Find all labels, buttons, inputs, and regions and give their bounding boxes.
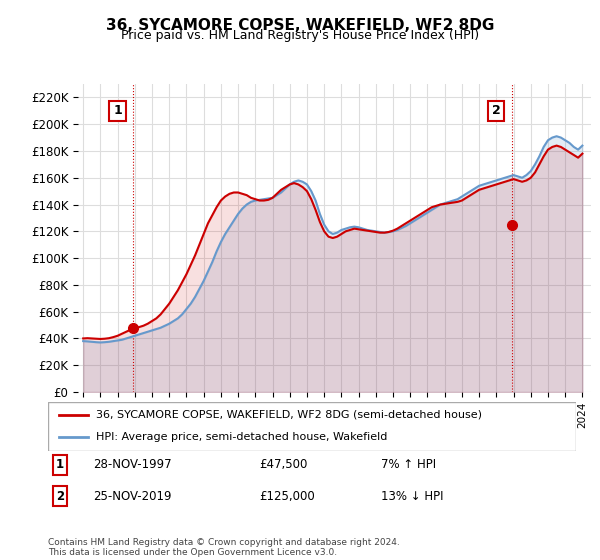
FancyBboxPatch shape [48, 402, 576, 451]
Text: 1: 1 [113, 104, 122, 117]
Text: £47,500: £47,500 [259, 458, 308, 472]
Text: 36, SYCAMORE COPSE, WAKEFIELD, WF2 8DG: 36, SYCAMORE COPSE, WAKEFIELD, WF2 8DG [106, 18, 494, 33]
Text: HPI: Average price, semi-detached house, Wakefield: HPI: Average price, semi-detached house,… [95, 432, 387, 442]
Text: Contains HM Land Registry data © Crown copyright and database right 2024.
This d: Contains HM Land Registry data © Crown c… [48, 538, 400, 557]
Text: 28-NOV-1997: 28-NOV-1997 [93, 458, 172, 472]
Text: £125,000: £125,000 [259, 489, 315, 502]
Text: 2: 2 [492, 104, 500, 117]
Text: 1: 1 [56, 458, 64, 472]
Text: Price paid vs. HM Land Registry's House Price Index (HPI): Price paid vs. HM Land Registry's House … [121, 29, 479, 42]
Text: 36, SYCAMORE COPSE, WAKEFIELD, WF2 8DG (semi-detached house): 36, SYCAMORE COPSE, WAKEFIELD, WF2 8DG (… [95, 410, 482, 420]
Text: 7% ↑ HPI: 7% ↑ HPI [380, 458, 436, 472]
Text: 25-NOV-2019: 25-NOV-2019 [93, 489, 172, 502]
Text: 2: 2 [56, 489, 64, 502]
Text: 13% ↓ HPI: 13% ↓ HPI [380, 489, 443, 502]
